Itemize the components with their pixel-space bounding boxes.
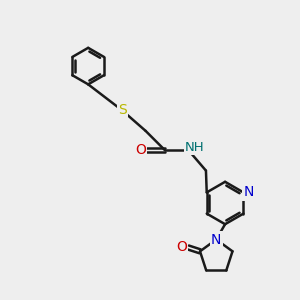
Text: S: S xyxy=(118,103,126,117)
Text: N: N xyxy=(211,232,221,247)
Text: O: O xyxy=(176,241,187,254)
Text: N: N xyxy=(243,185,254,200)
Text: O: O xyxy=(135,143,146,157)
Text: NH: NH xyxy=(185,141,205,154)
